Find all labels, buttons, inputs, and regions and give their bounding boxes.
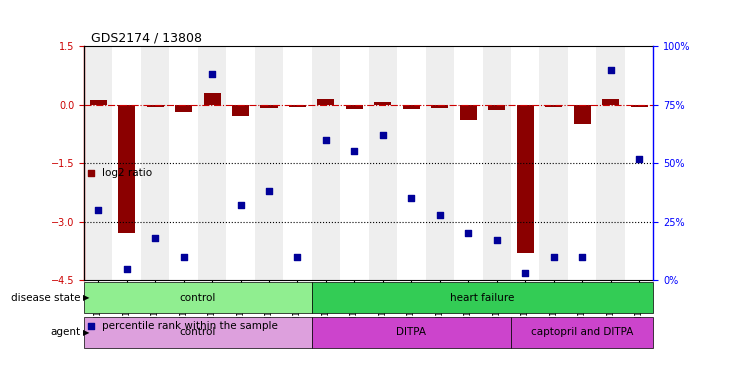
- Bar: [574, 104, 591, 124]
- Point: [463, 230, 474, 237]
- Bar: [625, 46, 653, 280]
- Bar: [397, 46, 426, 280]
- Bar: [426, 46, 454, 280]
- Bar: [340, 46, 369, 280]
- Bar: [488, 104, 505, 111]
- Point: [491, 237, 502, 243]
- Text: heart failure: heart failure: [450, 293, 515, 303]
- Bar: [312, 316, 511, 348]
- Point: [263, 188, 274, 194]
- Bar: [511, 46, 539, 280]
- Text: disease state: disease state: [11, 293, 80, 303]
- Point: [92, 207, 104, 213]
- Point: [634, 156, 645, 162]
- Bar: [312, 282, 653, 313]
- Text: percentile rank within the sample: percentile rank within the sample: [102, 321, 278, 331]
- Bar: [175, 104, 192, 112]
- Bar: [460, 104, 477, 120]
- Bar: [118, 104, 135, 233]
- Bar: [539, 46, 568, 280]
- Bar: [226, 46, 255, 280]
- Bar: [403, 104, 420, 109]
- Point: [577, 254, 588, 260]
- Bar: [289, 104, 306, 107]
- Bar: [346, 104, 363, 109]
- Bar: [141, 46, 169, 280]
- Bar: [369, 46, 397, 280]
- Bar: [517, 104, 534, 253]
- Bar: [568, 46, 596, 280]
- Point: [548, 254, 559, 260]
- Point: [235, 202, 247, 209]
- Bar: [261, 104, 277, 108]
- Bar: [204, 93, 220, 104]
- Bar: [602, 99, 619, 104]
- Bar: [147, 104, 164, 107]
- Point: [178, 254, 190, 260]
- Point: [349, 148, 361, 154]
- Bar: [312, 46, 340, 280]
- Text: GDS2174 / 13808: GDS2174 / 13808: [91, 31, 202, 44]
- Point: [320, 137, 331, 143]
- Text: agent: agent: [50, 327, 80, 337]
- Bar: [318, 99, 334, 104]
- Bar: [511, 316, 653, 348]
- Text: DITPA: DITPA: [396, 327, 426, 337]
- Text: control: control: [180, 327, 216, 337]
- Bar: [545, 104, 562, 107]
- Bar: [431, 104, 448, 108]
- Bar: [198, 46, 226, 280]
- Text: control: control: [180, 293, 216, 303]
- Bar: [84, 46, 112, 280]
- Bar: [90, 100, 107, 104]
- Bar: [112, 46, 141, 280]
- Bar: [631, 104, 648, 107]
- Bar: [483, 46, 511, 280]
- Point: [406, 195, 418, 201]
- Point: [121, 266, 133, 272]
- Bar: [84, 316, 312, 348]
- Point: [434, 212, 445, 218]
- Text: ▶: ▶: [83, 293, 90, 302]
- Bar: [374, 101, 391, 104]
- Point: [149, 235, 161, 241]
- Point: [604, 66, 616, 73]
- Bar: [255, 46, 283, 280]
- Point: [519, 270, 531, 276]
- Bar: [84, 282, 312, 313]
- Bar: [283, 46, 312, 280]
- Text: ▶: ▶: [83, 328, 90, 337]
- Point: [292, 254, 304, 260]
- Bar: [232, 104, 249, 116]
- Text: captopril and DITPA: captopril and DITPA: [531, 327, 634, 337]
- Bar: [454, 46, 483, 280]
- Text: log2 ratio: log2 ratio: [102, 168, 153, 178]
- Point: [206, 71, 218, 77]
- Bar: [596, 46, 625, 280]
- Point: [377, 132, 388, 138]
- Bar: [169, 46, 198, 280]
